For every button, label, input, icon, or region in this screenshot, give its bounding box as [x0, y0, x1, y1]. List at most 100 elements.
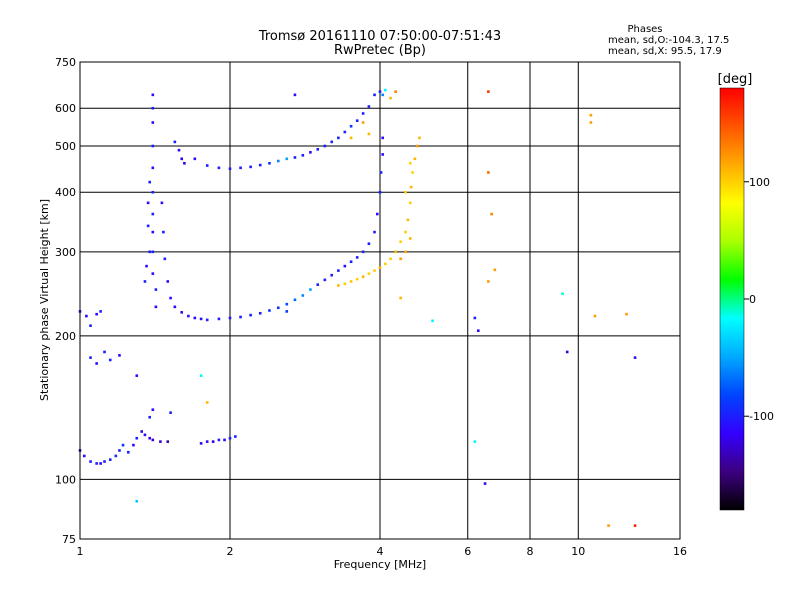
y-tick-label: 500	[55, 140, 76, 153]
data-point	[143, 280, 147, 283]
data-point	[301, 294, 305, 297]
data-point	[477, 329, 480, 332]
data-point	[223, 438, 226, 442]
x-tick-label: 6	[464, 545, 471, 558]
data-point	[108, 458, 112, 461]
chart-subtitle: RwPretec (Bp)	[334, 43, 426, 58]
data-point	[367, 132, 371, 136]
x-tick-label: 16	[673, 545, 687, 558]
plot-frame	[79, 61, 681, 540]
data-point	[173, 305, 177, 309]
data-point	[193, 316, 197, 320]
data-point	[349, 260, 353, 264]
data-point	[211, 440, 215, 443]
data-point	[330, 273, 334, 277]
data-point	[411, 171, 414, 174]
data-point	[343, 282, 347, 286]
colorbar-tick-label: 100	[749, 176, 770, 189]
data-point	[293, 156, 297, 159]
data-point	[381, 93, 384, 97]
data-point	[316, 283, 320, 286]
data-point	[205, 318, 209, 322]
data-point	[589, 121, 593, 124]
data-point	[151, 212, 155, 216]
data-point	[143, 433, 147, 437]
data-point	[293, 93, 297, 97]
data-point	[343, 264, 347, 268]
data-point	[285, 157, 289, 161]
data-point	[625, 312, 628, 316]
data-point	[173, 140, 177, 144]
data-point	[406, 218, 410, 222]
data-point	[349, 124, 353, 128]
data-point	[151, 230, 155, 234]
data-point	[95, 362, 98, 365]
data-point	[162, 230, 165, 234]
data-point	[483, 482, 487, 485]
data-point	[633, 524, 637, 527]
data-point	[316, 148, 320, 151]
info-heading: Phases	[627, 24, 662, 35]
data-point	[633, 356, 637, 359]
y-tick-label: 400	[55, 186, 76, 199]
y-axis-ticks: 75 100 200 300 400 500 600 750	[55, 56, 76, 546]
data-point	[361, 250, 365, 254]
data-point	[378, 90, 382, 93]
data-point	[180, 157, 184, 161]
data-point	[148, 180, 152, 184]
data-point	[490, 212, 493, 216]
x-tick-label: 8	[527, 545, 534, 558]
colorbar-tick-label: 0	[749, 293, 756, 306]
data-point	[373, 93, 376, 97]
data-point	[205, 440, 209, 443]
data-point	[205, 401, 209, 404]
data-point	[418, 136, 421, 140]
data-point	[607, 524, 610, 527]
x-tick-label: 10	[571, 545, 585, 558]
data-point	[384, 88, 387, 92]
data-point	[355, 277, 359, 281]
data-point	[367, 242, 371, 245]
data-point	[169, 411, 172, 414]
data-point	[151, 438, 155, 442]
data-point	[151, 408, 155, 412]
data-point	[589, 113, 593, 117]
data-point	[166, 280, 170, 283]
x-tick-label: 2	[227, 545, 234, 558]
data-point	[381, 153, 384, 156]
data-point	[89, 324, 92, 328]
data-point	[276, 159, 280, 163]
data-point	[258, 311, 262, 315]
data-point	[177, 148, 181, 152]
info-mean-x: mean, sd,X: 95.5, 17.9	[608, 46, 722, 57]
data-point	[487, 90, 490, 93]
data-point	[135, 499, 139, 503]
data-point	[249, 165, 252, 169]
data-point	[565, 350, 569, 354]
data-point	[239, 166, 242, 170]
data-point	[199, 442, 203, 445]
data-point	[151, 121, 155, 124]
data-point	[89, 356, 92, 359]
data-point	[148, 250, 152, 254]
data-point	[126, 450, 130, 454]
data-point	[285, 310, 289, 313]
data-point	[154, 288, 158, 291]
data-point	[404, 250, 407, 254]
data-point	[217, 438, 221, 442]
data-point	[301, 154, 305, 157]
data-point	[384, 262, 387, 266]
data-point	[135, 436, 139, 440]
x-tick-label: 1	[77, 545, 84, 558]
data-point	[154, 305, 158, 309]
y-tick-label: 300	[55, 246, 76, 259]
data-point	[228, 316, 232, 320]
data-point	[361, 121, 365, 124]
data-point	[180, 311, 184, 314]
data-point	[132, 443, 135, 447]
y-tick-label: 600	[55, 102, 76, 115]
data-point	[268, 161, 271, 165]
y-tick-label: 100	[55, 473, 76, 486]
data-point	[399, 240, 402, 244]
